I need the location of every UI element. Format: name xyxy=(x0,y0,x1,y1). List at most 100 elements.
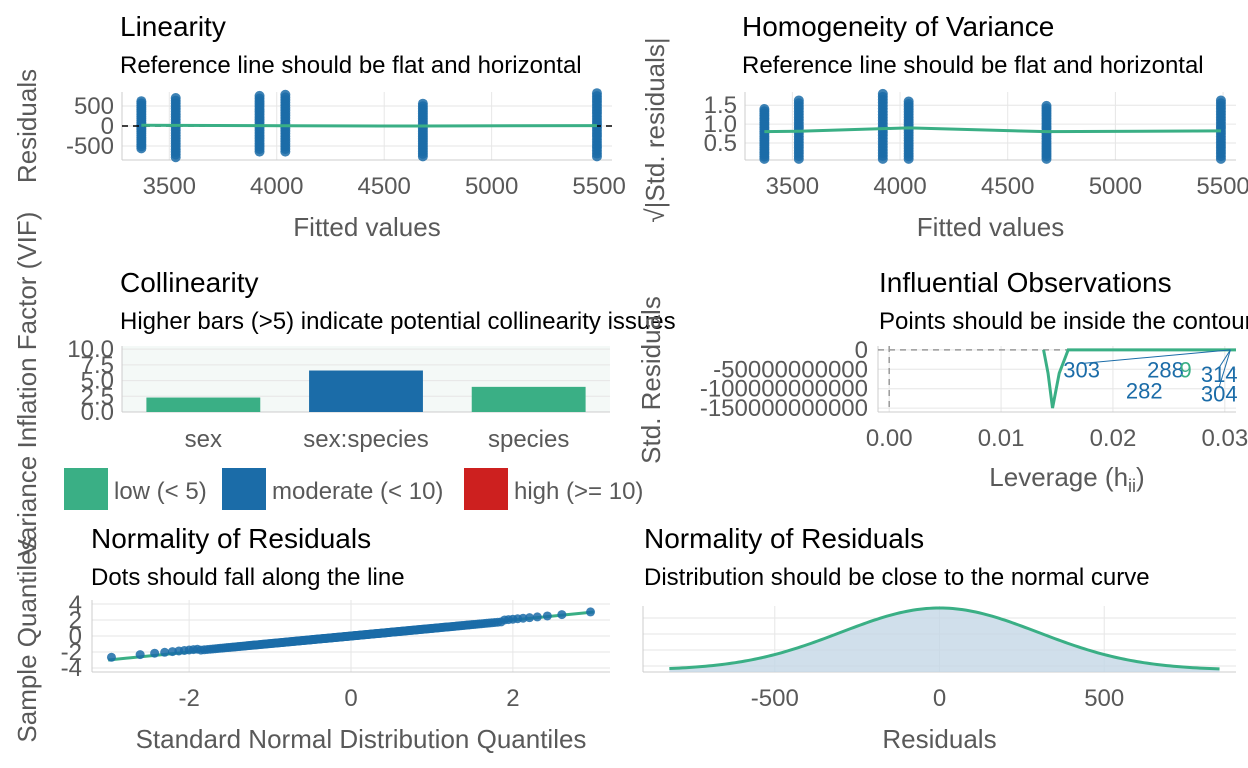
point-label: 314 xyxy=(1201,362,1238,387)
x-tick-label: 0.03 xyxy=(1201,425,1248,452)
smooth-line xyxy=(1042,348,1236,409)
point-label: 303 xyxy=(1063,357,1100,382)
y-axis-label: Variance Inflation Factor (VIF) xyxy=(12,212,42,557)
legend-label: high (>= 10) xyxy=(514,478,643,505)
x-axis-label: Fitted values xyxy=(293,212,440,242)
smooth-line xyxy=(141,123,597,128)
x-tick-label: 0 xyxy=(933,685,946,712)
y-axis-label: Residuals xyxy=(12,69,42,183)
y-tick-label: 2 xyxy=(69,607,82,634)
x-tick-label: 4000 xyxy=(250,173,303,200)
y-tick-label: -50000000000 xyxy=(713,356,868,383)
x-tick-label: -500 xyxy=(751,685,799,712)
x-axis-label: Standard Normal Distribution Quantiles xyxy=(136,724,587,754)
panel-title: Normality of Residuals xyxy=(644,523,924,554)
qq-point xyxy=(135,650,145,660)
qq-point xyxy=(586,607,596,617)
x-tick-label: 0.01 xyxy=(978,425,1025,452)
y-axis-label: Sample Quantiles xyxy=(12,537,42,742)
vif-bar xyxy=(146,397,261,412)
panel-subtitle: Dots should fall along the line xyxy=(91,564,405,591)
data-point xyxy=(1215,95,1226,106)
y-tick-label: 10.0 xyxy=(67,336,114,363)
qq-point xyxy=(557,610,567,620)
y-tick-label: 4 xyxy=(69,591,82,618)
x-tick-label: 5000 xyxy=(465,173,518,200)
qq-point xyxy=(532,612,542,622)
data-point xyxy=(280,89,291,100)
y-tick-label: 1.0 xyxy=(704,111,737,138)
x-tick-label: 2 xyxy=(506,685,519,712)
y-tick-label: -150000000000 xyxy=(700,395,868,422)
panel-subtitle: Points should be inside the contour line… xyxy=(879,308,1248,335)
legend-swatch xyxy=(464,468,508,510)
x-tick-label: species xyxy=(488,426,569,453)
x-axis-label: Fitted values xyxy=(917,212,1064,242)
data-point xyxy=(1041,100,1052,111)
x-tick-label: sex xyxy=(185,426,222,453)
x-tick-label: 3500 xyxy=(766,173,819,200)
data-point xyxy=(591,88,602,99)
y-tick-label: 0 xyxy=(101,113,114,140)
panel-subtitle: Reference line should be flat and horizo… xyxy=(120,52,582,79)
y-tick-label: 5.0 xyxy=(81,368,114,395)
qq-point xyxy=(160,647,170,657)
data-point xyxy=(170,93,181,103)
y-tick-label: -100000000000 xyxy=(700,376,868,403)
panel-subtitle: Reference line should be flat and horizo… xyxy=(742,52,1204,79)
x-tick-label: 4000 xyxy=(873,173,926,200)
point-label: 9 xyxy=(1180,357,1192,382)
y-tick-label: 2.5 xyxy=(81,383,114,410)
x-axis-label-sub: ii xyxy=(1128,476,1136,496)
panel-title: Linearity xyxy=(120,11,226,42)
legend-swatch xyxy=(222,468,266,510)
y-tick-label: 0 xyxy=(855,337,868,364)
x-tick-label: 0.02 xyxy=(1090,425,1137,452)
point-label: 288 xyxy=(1147,357,1184,382)
data-point xyxy=(254,90,265,101)
x-tick-label: 0 xyxy=(344,685,357,712)
qq-point xyxy=(542,611,552,621)
legend-swatch xyxy=(64,468,108,510)
qq-point xyxy=(150,648,160,658)
x-tick-label: 5500 xyxy=(572,173,625,200)
smooth-line xyxy=(764,126,1221,134)
point-label: 304 xyxy=(1201,381,1238,406)
data-point xyxy=(877,88,888,99)
data-point xyxy=(136,96,147,107)
y-tick-label: 0.5 xyxy=(704,130,737,157)
panel-title: Homogeneity of Variance xyxy=(742,11,1054,42)
x-tick-label: 4500 xyxy=(357,173,410,200)
y-axis-label: √|Std. residuals| xyxy=(640,37,670,222)
data-point xyxy=(903,96,914,107)
y-tick-label: -500 xyxy=(66,133,114,160)
x-tick-label: 0.00 xyxy=(866,425,913,452)
y-tick-label: 7.5 xyxy=(81,352,114,379)
x-tick-label: -2 xyxy=(178,685,199,712)
panel-title: Collinearity xyxy=(120,267,259,298)
panel-title: Influential Observations xyxy=(879,267,1172,298)
panel-subtitle: Distribution should be close to the norm… xyxy=(644,564,1150,591)
panel-subtitle: Higher bars (>5) indicate potential coll… xyxy=(120,308,676,335)
x-axis-label: Leverage (hii) xyxy=(989,462,1144,496)
density-area xyxy=(669,608,1220,672)
panel-title: Normality of Residuals xyxy=(91,523,371,554)
vif-bar xyxy=(471,386,586,412)
y-tick-label: -4 xyxy=(61,655,82,682)
x-tick-label: 5000 xyxy=(1089,173,1142,200)
vif-bar xyxy=(309,370,423,412)
qq-point xyxy=(525,613,535,623)
point-label: 282 xyxy=(1126,379,1163,404)
label-leader xyxy=(1218,349,1231,387)
y-tick-label: 1.5 xyxy=(704,92,737,119)
label-leader xyxy=(1218,349,1231,368)
legend-label: moderate (< 10) xyxy=(272,478,443,505)
x-tick-label: 5500 xyxy=(1196,173,1248,200)
x-tick-label: 3500 xyxy=(143,173,196,200)
y-tick-label: 0 xyxy=(69,623,82,650)
x-axis-label-main: Leverage (h xyxy=(989,462,1128,492)
data-point xyxy=(793,95,804,106)
y-tick-label: 0.0 xyxy=(81,399,114,426)
y-tick-label: -2 xyxy=(61,639,82,666)
